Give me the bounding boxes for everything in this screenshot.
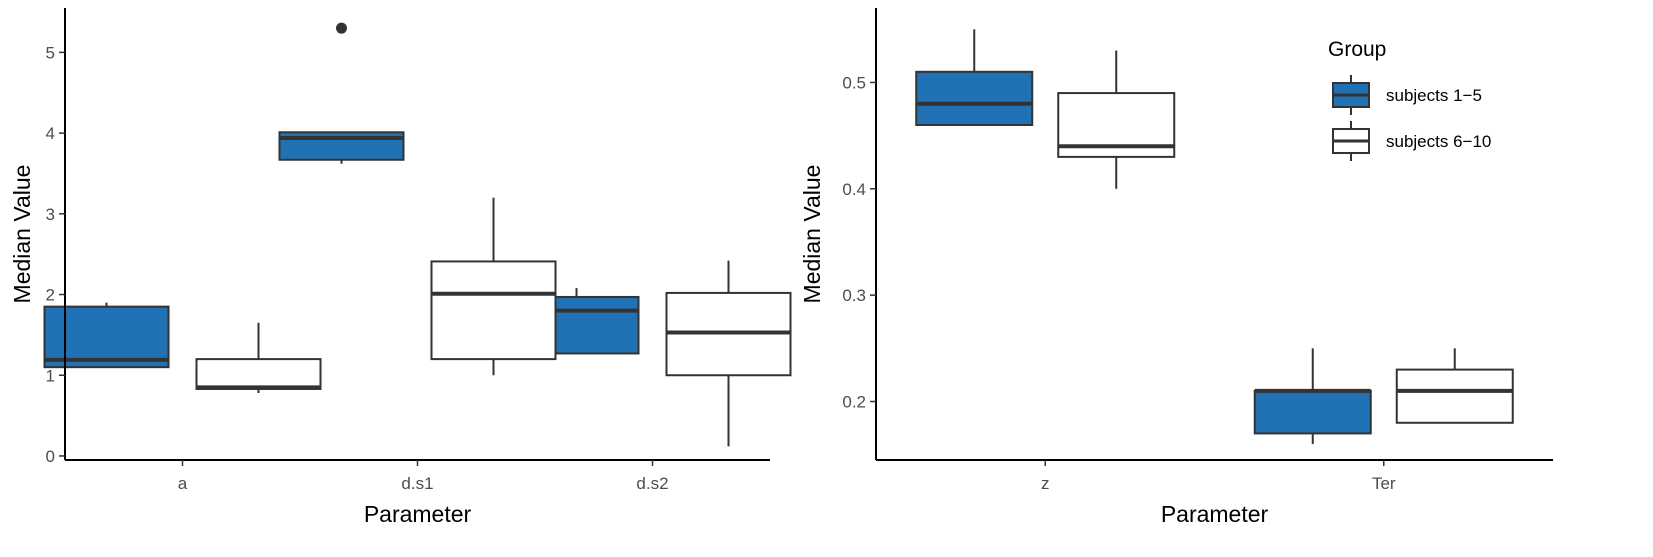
y-tick-label: 0.2 <box>842 393 866 412</box>
x-tick-label-z: z <box>1041 474 1050 493</box>
box-iqr <box>195 358 322 390</box>
y-axis-title: Median Value <box>799 165 825 304</box>
x-axis-title: Parameter <box>364 501 472 527</box>
x-axis-title: Parameter <box>1161 501 1269 527</box>
box-d.s1-series-2 <box>430 197 557 376</box>
y-tick-label: 1 <box>46 366 55 385</box>
legend-key-1 <box>1332 75 1370 115</box>
y-tick-label: 2 <box>46 286 55 305</box>
outlier-point <box>336 22 347 34</box>
x-tick-label-d.s1: d.s1 <box>401 474 433 493</box>
y-tick-label: 3 <box>46 205 55 224</box>
x-tick-label-d.s2: d.s2 <box>636 474 668 493</box>
box-z-series-1 <box>915 29 1034 126</box>
box-Ter-series-2 <box>1395 348 1514 424</box>
y-axis-title: Median Value <box>9 165 35 304</box>
right-boxplot-panel: 0.2 0.3 0.4 0.5 z Ter Parameter Median Value <box>799 8 1553 527</box>
box-a-series-1 <box>43 302 170 369</box>
box-iqr <box>430 260 557 361</box>
box-Ter-series-1 <box>1253 348 1372 445</box>
box-iqr <box>1253 389 1372 435</box>
box-z-series-2 <box>1057 50 1176 189</box>
y-tick-label: 5 <box>46 43 55 62</box>
left-boxplot-panel: 0 1 2 3 4 5 a d.s1 d.s2 Parameter Median Value <box>9 8 792 527</box>
box-d.s2-series-2 <box>665 260 792 447</box>
legend-label-2: subjects 6−10 <box>1386 132 1491 151</box>
box-a-series-2 <box>195 322 322 394</box>
legend: Group subjects 1−5 subjects 6−10 <box>1328 38 1491 161</box>
legend-title: Group <box>1328 38 1386 61</box>
y-tick-label: 0 <box>46 447 55 466</box>
box-iqr <box>915 70 1034 126</box>
y-tick-label: 0.5 <box>842 73 866 92</box>
y-tick-label: 0.3 <box>842 286 866 305</box>
box-iqr <box>1395 368 1514 424</box>
legend-label-1: subjects 1−5 <box>1386 86 1482 105</box>
legend-key-2 <box>1332 121 1370 161</box>
y-tick-label: 0.4 <box>842 180 866 199</box>
y-tick-label: 4 <box>46 124 55 143</box>
box-d.s1-series-1 <box>278 22 405 164</box>
x-tick-label-a: a <box>178 474 188 493</box>
x-tick-label-Ter: Ter <box>1372 474 1396 493</box>
